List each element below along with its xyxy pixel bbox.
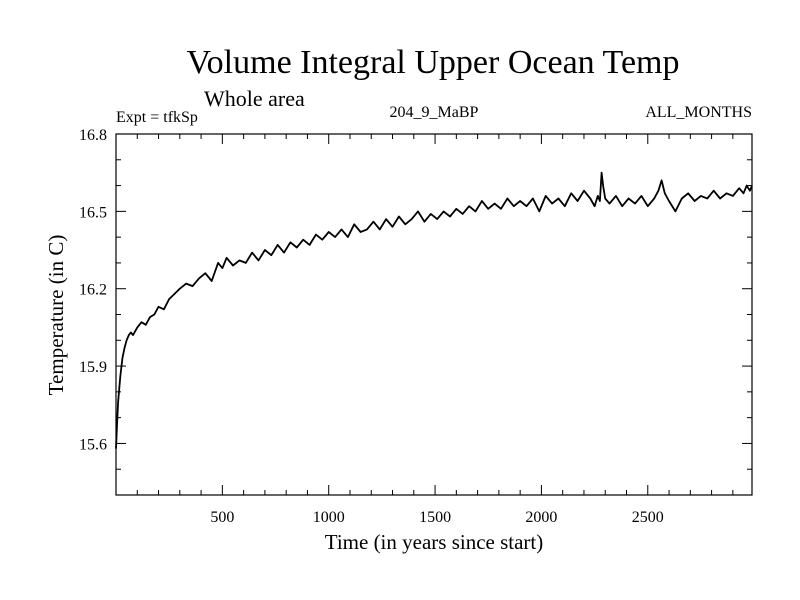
y-axis-tick-labels: 15.6 15.9 16.2 16.5 16.8 [79,127,107,453]
plot-frame [115,133,753,496]
x-axis-ticks [136,134,734,495]
temperature-series-line [115,171,753,449]
y-tick-label: 16.2 [79,282,107,299]
x-tick-label: 1500 [419,509,451,526]
y-tick-label: 15.9 [79,359,107,376]
x-tick-label: 1000 [313,509,345,526]
chart-subtitle: Whole area [204,86,305,111]
run-label: 204_9_MaBP [390,104,479,121]
y-tick-label: 16.5 [79,204,107,221]
x-tick-label: 2500 [632,509,664,526]
experiment-label: Expt = tfkSp [116,109,198,126]
y-tick-label: 16.8 [79,127,107,144]
x-axis-label: Time (in years since start) [325,530,544,554]
chart-title: Volume Integral Upper Ocean Temp [187,44,680,81]
y-axis-ticks [116,133,752,470]
months-label: ALL_MONTHS [645,104,752,121]
x-tick-label: 2000 [525,509,557,526]
y-axis-label: Temperature (in C) [44,235,68,396]
y-tick-label: 15.6 [79,436,107,453]
x-tick-label: 500 [210,509,234,526]
x-axis-tick-labels: 500 1000 1500 2000 2500 [210,509,663,526]
